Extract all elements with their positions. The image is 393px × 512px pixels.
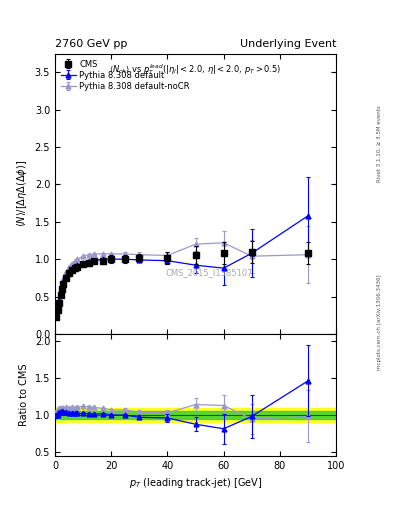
Bar	[55, 411, 336, 419]
Y-axis label: Ratio to CMS: Ratio to CMS	[19, 364, 29, 426]
Text: Rivet 3.1.10, ≥ 3.5M events: Rivet 3.1.10, ≥ 3.5M events	[377, 105, 382, 182]
Text: mcplots.cern.ch [arXiv:1306.3436]: mcplots.cern.ch [arXiv:1306.3436]	[377, 275, 382, 370]
Text: $\langle N_{ch}\rangle$ vs $p_T^{lead}$($|\eta_l|{<}2.0$, $\eta|{<}2.0$, $p_T{>}: $\langle N_{ch}\rangle$ vs $p_T^{lead}$(…	[109, 62, 282, 77]
Text: CMS_2015_I1385107: CMS_2015_I1385107	[166, 268, 253, 277]
Text: 2760 GeV pp: 2760 GeV pp	[55, 38, 127, 49]
Y-axis label: $\langle N\rangle/[\Delta\eta\Delta(\Delta\phi)]$: $\langle N\rangle/[\Delta\eta\Delta(\Del…	[15, 160, 29, 227]
Legend: CMS, Pythia 8.308 default, Pythia 8.308 default-noCR: CMS, Pythia 8.308 default, Pythia 8.308 …	[59, 58, 191, 93]
Bar	[55, 408, 336, 422]
X-axis label: $p_T$ (leading track-jet) [GeV]: $p_T$ (leading track-jet) [GeV]	[129, 476, 262, 490]
Text: Underlying Event: Underlying Event	[239, 38, 336, 49]
